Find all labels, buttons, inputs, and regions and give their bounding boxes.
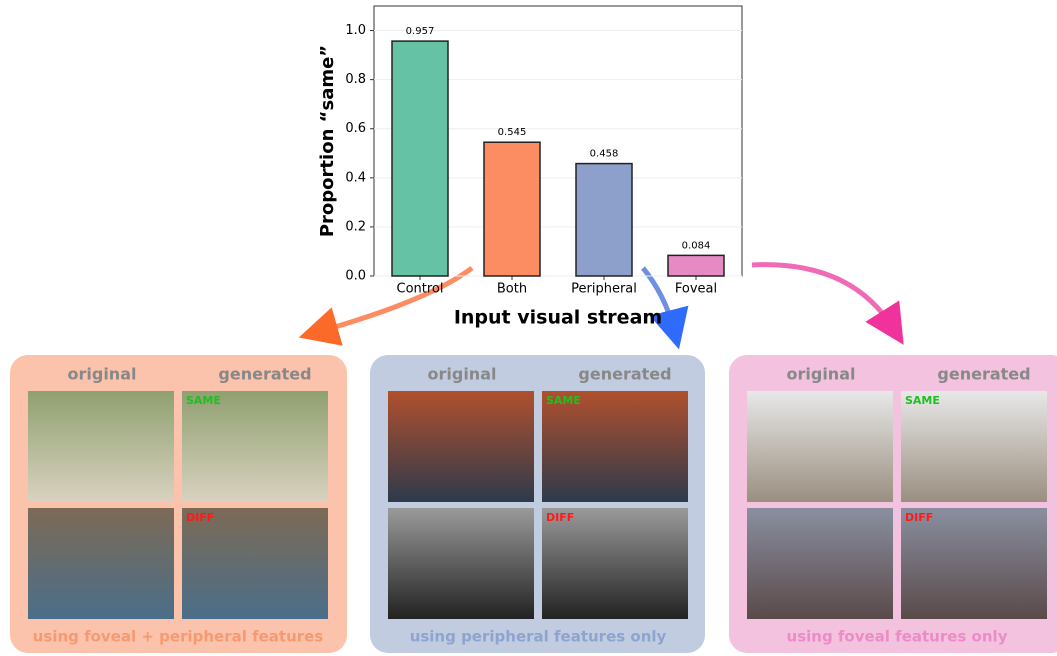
- value-label: 0.545: [498, 127, 527, 138]
- arrow: [641, 266, 689, 350]
- y-tick-label: 0.8: [345, 72, 366, 87]
- image: [901, 508, 1047, 619]
- image: [388, 391, 534, 502]
- image: [542, 391, 688, 502]
- column-heading: original: [787, 365, 856, 384]
- x-axis-label: Input visual stream: [454, 307, 662, 329]
- value-label: 0.458: [590, 149, 619, 160]
- x-tick-label: Foveal: [675, 282, 717, 297]
- y-tick-label: 1.0: [345, 23, 366, 38]
- column-heading: generated: [218, 365, 311, 384]
- image: [542, 508, 688, 619]
- y-tick-label: 0.4: [345, 170, 366, 185]
- same-badge: SAME: [186, 394, 221, 407]
- value-label: 0.084: [682, 240, 711, 251]
- y-axis-label: Proportion “same”: [317, 45, 338, 237]
- x-tick-label: Control: [397, 282, 444, 297]
- value-label: 0.957: [406, 26, 435, 37]
- y-tick-label: 0.6: [345, 121, 366, 136]
- bar: [391, 40, 449, 277]
- image: [747, 508, 893, 619]
- column-heading: generated: [937, 365, 1030, 384]
- panel-caption: using foveal features only: [787, 628, 1008, 646]
- arrow: [751, 262, 904, 345]
- x-tick-label: Both: [497, 282, 527, 297]
- y-tick-label: 0.0: [345, 269, 366, 284]
- diff-badge: DIFF: [546, 511, 574, 524]
- image: [182, 508, 328, 619]
- y-tick-label: 0.2: [345, 219, 366, 234]
- image: [28, 391, 174, 502]
- arrow: [298, 266, 474, 346]
- diff-badge: DIFF: [905, 511, 933, 524]
- bar: [575, 162, 633, 277]
- same-badge: SAME: [546, 394, 581, 407]
- column-heading: generated: [578, 365, 671, 384]
- arrows: [298, 262, 904, 350]
- image: [388, 508, 534, 619]
- column-heading: original: [68, 365, 137, 384]
- image: [28, 508, 174, 619]
- image: [182, 391, 328, 502]
- x-tick-label: Peripheral: [571, 282, 637, 297]
- bar: [667, 254, 725, 277]
- column-heading: original: [428, 365, 497, 384]
- same-badge: SAME: [905, 394, 940, 407]
- panel-caption: using foveal + peripheral features: [33, 628, 324, 646]
- diff-badge: DIFF: [186, 511, 214, 524]
- bar: [483, 141, 541, 277]
- panel-caption: using peripheral features only: [410, 628, 667, 646]
- image: [901, 391, 1047, 502]
- image: [747, 391, 893, 502]
